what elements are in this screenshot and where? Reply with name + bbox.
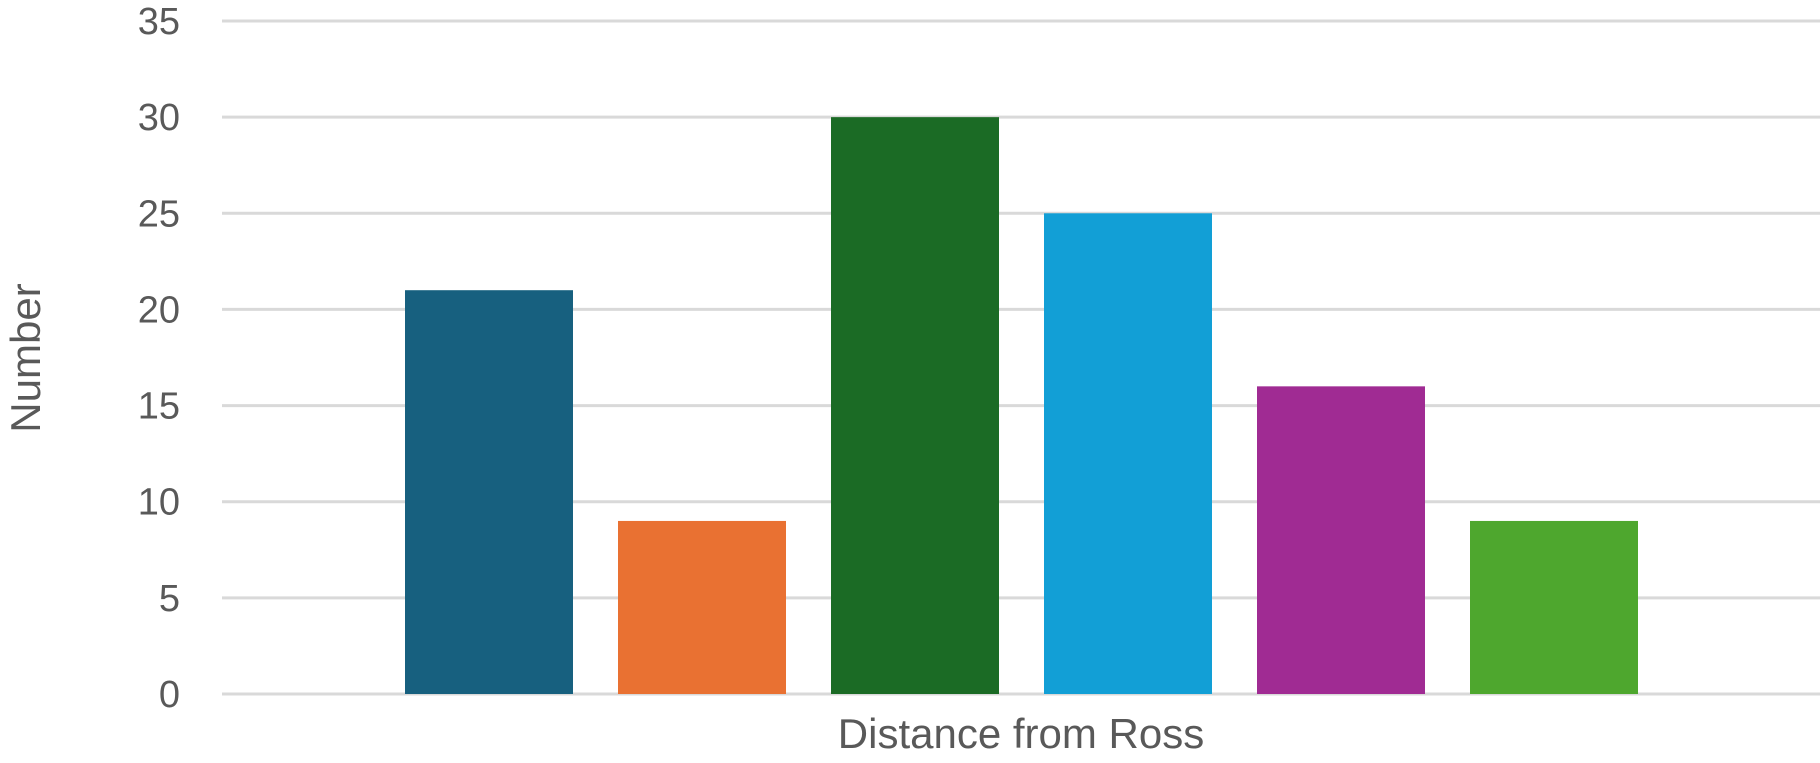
y-tick-label: 25: [138, 193, 180, 235]
y-tick-label: 15: [138, 386, 180, 428]
y-tick-label: 30: [138, 97, 180, 139]
bar-5: [1257, 386, 1425, 694]
bar-3: [831, 117, 999, 694]
y-tick-label: 10: [138, 482, 180, 524]
bar-2: [618, 520, 786, 694]
y-tick-label: 35: [138, 1, 180, 43]
y-tick-label: 5: [159, 578, 180, 620]
y-tick-label: 20: [138, 289, 180, 331]
bar-6: [1470, 520, 1638, 694]
y-tick-label: 0: [159, 674, 180, 716]
y-axis-title: Number: [2, 283, 49, 432]
bars: [405, 117, 1638, 695]
x-axis-title: Distance from Ross: [838, 710, 1204, 757]
y-axis-tick-labels: 0 5 10 15 20 25 30 35: [138, 1, 180, 716]
bar-1: [405, 290, 573, 694]
bar-4: [1044, 213, 1212, 695]
